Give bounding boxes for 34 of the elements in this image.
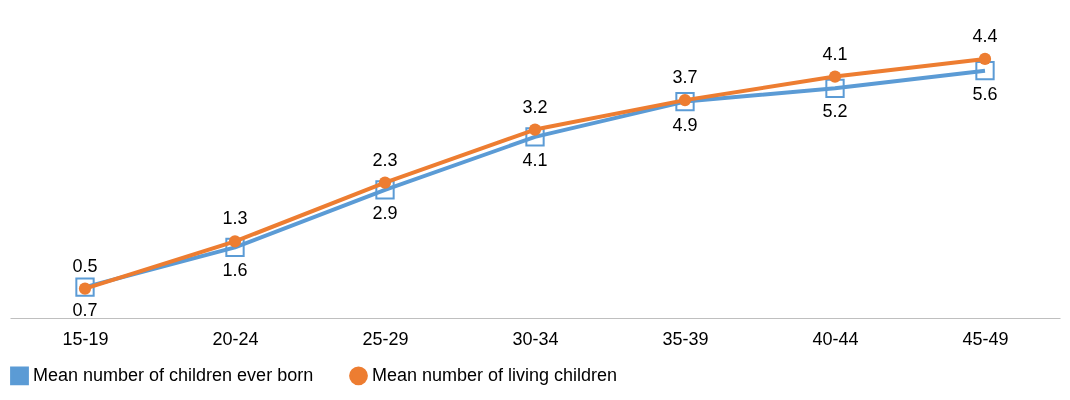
data-label: 4.4 — [972, 25, 998, 46]
x-tick-label: 20-24 — [212, 328, 259, 349]
data-label: 2.9 — [372, 202, 398, 223]
point — [375, 180, 395, 200]
point — [975, 61, 995, 81]
x-tick-label: 15-19 — [62, 328, 109, 349]
x-tick-label: 45-49 — [962, 328, 1009, 349]
data-label: 1.6 — [222, 260, 248, 281]
data-label: 2.3 — [372, 149, 398, 170]
point — [825, 78, 845, 98]
legend-label: Mean number of living children — [372, 364, 618, 385]
data-label: 5.6 — [972, 83, 998, 104]
x-tick-label: 25-29 — [362, 328, 409, 349]
point — [525, 127, 545, 147]
point — [528, 123, 542, 136]
x-tick-label: 40-44 — [812, 328, 859, 349]
point — [75, 277, 95, 297]
x-tick-label: 35-39 — [662, 328, 709, 349]
data-label: 5.2 — [822, 101, 848, 122]
data-label: 3.7 — [672, 67, 698, 88]
point — [828, 70, 842, 83]
data-label: 4.9 — [672, 114, 698, 135]
x-tick-label: 30-34 — [512, 328, 559, 349]
data-label: 4.1 — [522, 149, 548, 170]
point — [225, 237, 245, 257]
data-label: 0.5 — [72, 255, 98, 276]
point — [675, 91, 695, 112]
legend-label: Mean number of children ever born — [33, 364, 314, 385]
data-label: 3.2 — [522, 96, 548, 117]
point — [978, 52, 992, 65]
data-label: 4.1 — [822, 43, 848, 64]
data-label: 0.7 — [72, 300, 98, 321]
point — [378, 176, 392, 189]
data-label: 1.3 — [222, 208, 248, 229]
